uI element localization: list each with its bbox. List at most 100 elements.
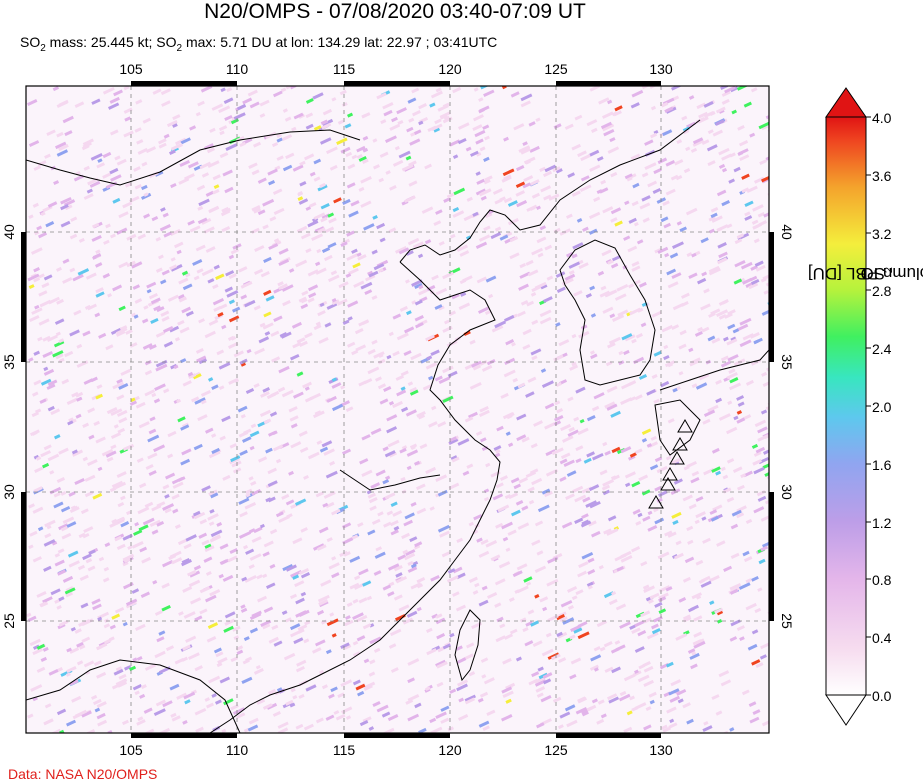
so2-pixel	[452, 154, 459, 160]
so2-pixel	[752, 458, 762, 466]
so2-pixel	[321, 118, 334, 127]
so2-pixel	[29, 638, 41, 647]
so2-pixel	[367, 270, 374, 276]
so2-pixel	[195, 726, 204, 733]
so2-pixel	[409, 138, 421, 146]
so2-pixel	[478, 306, 489, 314]
so2-pixel	[344, 644, 352, 650]
so2-pixel	[147, 434, 160, 443]
so2-pixel	[382, 446, 389, 452]
so2-pixel	[129, 665, 137, 672]
so2-pixel	[354, 328, 364, 335]
so2-pixel	[722, 474, 729, 480]
so2-pixel	[56, 605, 62, 610]
so2-pixel	[182, 720, 188, 725]
so2-pixel	[54, 318, 65, 325]
so2-pixel	[428, 421, 438, 428]
so2-pixel	[560, 599, 573, 608]
so2-pixel	[371, 518, 381, 525]
so2-pixel	[77, 564, 86, 571]
so2-pixel	[406, 449, 419, 457]
so2-pixel	[481, 585, 488, 591]
so2-pixel	[472, 590, 479, 595]
so2-pixel	[568, 261, 581, 269]
so2-pixel	[701, 516, 707, 521]
so2-pixel	[197, 205, 204, 211]
so2-pixel	[682, 614, 691, 621]
so2-pixel	[721, 98, 730, 105]
so2-pixel	[745, 518, 753, 525]
so2-pixel	[315, 717, 324, 724]
so2-pixel	[134, 395, 140, 401]
so2-pixel	[122, 719, 129, 726]
so2-pixel	[463, 214, 474, 222]
so2-pixel	[478, 720, 490, 728]
so2-pixel	[620, 555, 633, 563]
so2-pixel	[665, 455, 672, 461]
so2-pixel	[703, 409, 716, 418]
so2-pixel	[326, 146, 338, 155]
so2-pixel	[339, 550, 348, 558]
so2-pixel	[68, 417, 74, 423]
so2-pixel	[322, 502, 329, 508]
so2-pixel	[581, 513, 589, 519]
so2-pixel	[289, 86, 297, 90]
so2-pixel	[347, 341, 356, 348]
so2-pixel	[718, 299, 729, 306]
so2-pixel	[224, 618, 236, 626]
so2-pixel	[434, 375, 443, 382]
so2-pixel	[137, 506, 150, 515]
so2-pixel	[109, 624, 116, 630]
so2-pixel	[283, 652, 296, 661]
so2-pixel	[628, 380, 637, 386]
so2-pixel	[295, 723, 304, 730]
so2-pixel	[417, 414, 426, 420]
so2-pixel	[195, 347, 204, 354]
so2-pixel	[221, 225, 231, 233]
so2-pixel	[351, 349, 359, 356]
so2-pixel	[259, 409, 271, 418]
so2-pixel	[464, 697, 476, 705]
so2-pixel	[325, 501, 335, 509]
so2-pixel	[754, 419, 767, 428]
so2-pixel	[348, 210, 359, 218]
so2-pixel	[527, 609, 535, 615]
so2-pixel	[558, 657, 567, 664]
so2-pixel	[617, 309, 629, 317]
so2-pixel	[603, 128, 615, 137]
so2-pixel	[76, 343, 83, 349]
so2-pixel	[567, 396, 574, 402]
so2-pixel	[666, 661, 674, 668]
so2-pixel	[411, 300, 417, 305]
so2-pixel	[318, 526, 329, 534]
so2-pixel	[439, 113, 448, 120]
so2-pixel	[34, 304, 40, 310]
so2-pixel	[716, 189, 727, 197]
so2-pixel	[611, 254, 622, 262]
so2-pixel	[688, 272, 698, 280]
so2-pixel	[145, 728, 155, 733]
so2-pixel	[409, 443, 418, 450]
so2-pixel	[32, 696, 38, 702]
so2-pixel	[514, 589, 520, 594]
so2-pixel	[418, 103, 427, 110]
so2-pixel	[738, 582, 751, 590]
so2-pixel	[621, 333, 633, 341]
so2-pixel	[478, 409, 490, 418]
so2-pixel	[102, 86, 115, 95]
so2-pixel	[134, 127, 142, 133]
so2-pixel	[357, 254, 367, 261]
so2-pixel	[388, 400, 395, 406]
so2-pixel	[362, 158, 369, 165]
so2-pixel	[635, 333, 643, 339]
so2-pixel	[462, 470, 470, 476]
so2-pixel	[47, 379, 58, 387]
so2-pixel	[358, 186, 365, 192]
so2-pixel	[761, 124, 769, 131]
so2-pixel	[114, 516, 126, 525]
so2-pixel	[338, 281, 349, 289]
so2-pixel	[631, 89, 644, 98]
so2-pixel	[369, 623, 375, 628]
so2-pixel	[207, 622, 219, 630]
